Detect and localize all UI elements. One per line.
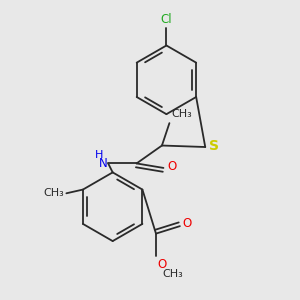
- Text: O: O: [158, 258, 167, 272]
- Text: CH₃: CH₃: [162, 269, 183, 279]
- Text: H: H: [95, 150, 104, 160]
- Text: N: N: [98, 157, 107, 170]
- Text: O: O: [167, 160, 176, 173]
- Text: Cl: Cl: [160, 13, 172, 26]
- Text: CH₃: CH₃: [171, 109, 192, 118]
- Text: O: O: [183, 217, 192, 230]
- Text: S: S: [209, 140, 219, 153]
- Text: CH₃: CH₃: [43, 188, 64, 198]
